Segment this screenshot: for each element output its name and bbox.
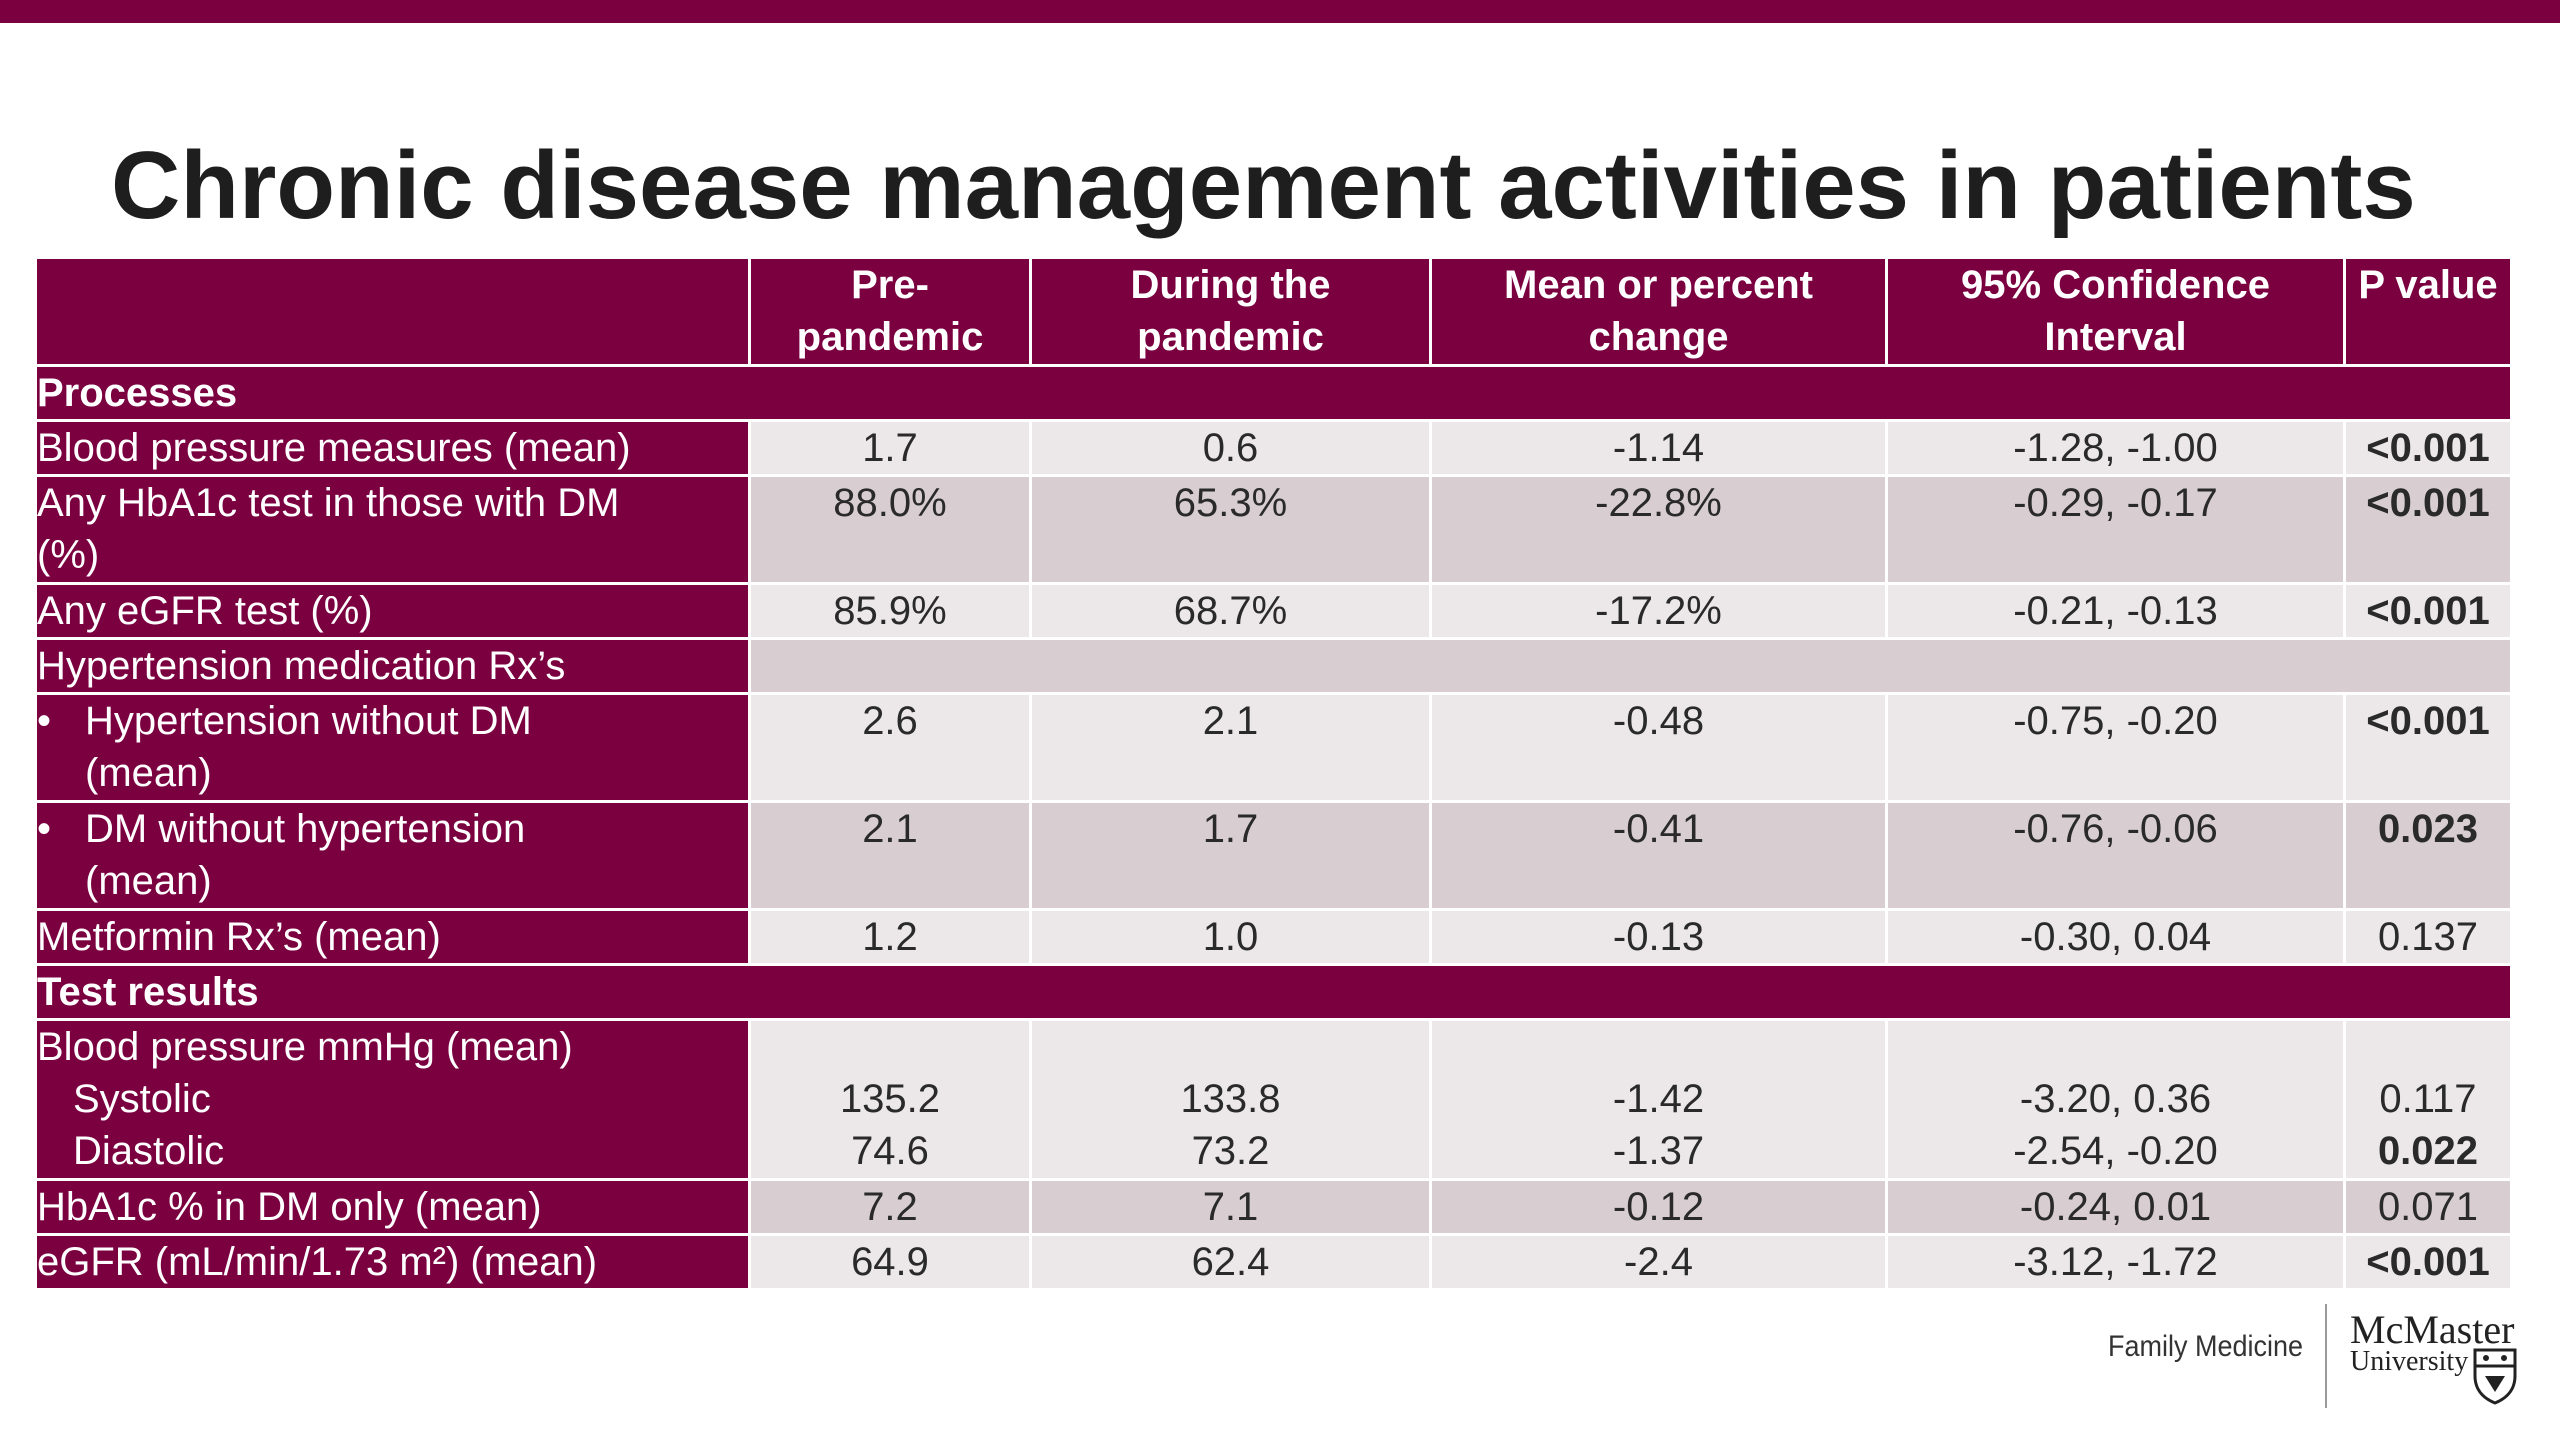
cell-change: -17.2%	[1429, 582, 1888, 640]
footer-logo: Family Medicine McMaster University	[2100, 1300, 2530, 1410]
header-blank-cell	[34, 256, 751, 367]
cell-pre: 2.1	[748, 800, 1032, 911]
table-row: eGFR (mL/min/1.73 m²) (mean) 64.9 62.4 -…	[34, 1233, 2513, 1291]
university-name: McMaster	[2350, 1307, 2515, 1352]
cell-change: -0.12	[1429, 1178, 1888, 1236]
cell-pre: 1.2	[748, 908, 1032, 966]
cell-ci: -3.20, 0.36 -2.54, -0.20	[1885, 1018, 2346, 1181]
cell-pre: 85.9%	[748, 582, 1032, 640]
cell-p: 0.023	[2343, 800, 2513, 911]
row-label: eGFR (mL/min/1.73 m²) (mean)	[34, 1233, 751, 1291]
row-label: • Hypertension without DM (mean)	[34, 692, 751, 803]
header-p-value: P value	[2343, 256, 2513, 367]
empty-value-cell	[748, 637, 2513, 695]
cell-during: 133.8 73.2	[1029, 1018, 1432, 1181]
table-row: Any HbA1c test in those with DM (%) 88.0%…	[34, 474, 2513, 585]
table-row: Metformin Rx’s (mean) 1.2 1.0 -0.13 -0.3…	[34, 908, 2513, 966]
cell-change: -0.48	[1429, 692, 1888, 803]
section-row-test-results: Test results	[34, 963, 2513, 1021]
table-row: Blood pressure measures (mean) 1.7 0.6 -…	[34, 419, 2513, 477]
cell-during: 68.7%	[1029, 582, 1432, 640]
row-label: Blood pressure mmHg (mean) Systolic Dias…	[34, 1018, 751, 1181]
bullet-icon: •	[37, 699, 52, 743]
cell-ci: -1.28, -1.00	[1885, 419, 2346, 477]
cell-during: 7.1	[1029, 1178, 1432, 1236]
cell-p: <0.001	[2343, 692, 2513, 803]
header-during-pandemic: During the pandemic	[1029, 256, 1432, 367]
header-confidence-interval: 95% Confidence Interval	[1885, 256, 2346, 367]
cell-during: 62.4	[1029, 1233, 1432, 1291]
cell-p: <0.001	[2343, 419, 2513, 477]
row-label: Blood pressure measures (mean)	[34, 419, 751, 477]
cell-p: 0.137	[2343, 908, 2513, 966]
cell-pre: 2.6	[748, 692, 1032, 803]
cell-pre: 64.9	[748, 1233, 1032, 1291]
cell-change: -22.8%	[1429, 474, 1888, 585]
cell-change: -1.14	[1429, 419, 1888, 477]
university-word: University	[2350, 1346, 2469, 1377]
cell-p: 0.117 0.022	[2343, 1018, 2513, 1181]
cell-change: -0.41	[1429, 800, 1888, 911]
cell-pre: 7.2	[748, 1178, 1032, 1236]
row-label: Metformin Rx’s (mean)	[34, 908, 751, 966]
cell-during: 1.7	[1029, 800, 1432, 911]
cell-ci: -0.75, -0.20	[1885, 692, 2346, 803]
cell-p: <0.001	[2343, 1233, 2513, 1291]
section-label: Test results	[34, 963, 2513, 1021]
cell-ci: -3.12, -1.72	[1885, 1233, 2346, 1291]
cell-pre: 135.2 74.6	[748, 1018, 1032, 1181]
table-row: Blood pressure mmHg (mean) Systolic Dias…	[34, 1018, 2513, 1181]
table-header-row: Pre-pandemic During the pandemic Mean or …	[34, 256, 2513, 367]
cell-ci: -0.29, -0.17	[1885, 474, 2346, 585]
cell-p: <0.001	[2343, 474, 2513, 585]
cell-change: -2.4	[1429, 1233, 1888, 1291]
table-row: HbA1c % in DM only (mean) 7.2 7.1 -0.12 …	[34, 1178, 2513, 1236]
cell-ci: -0.30, 0.04	[1885, 908, 2346, 966]
cell-ci: -0.24, 0.01	[1885, 1178, 2346, 1236]
cell-ci: -0.76, -0.06	[1885, 800, 2346, 911]
cell-during: 0.6	[1029, 419, 1432, 477]
header-change: Mean or percent change	[1429, 256, 1888, 367]
cell-during: 2.1	[1029, 692, 1432, 803]
cell-ci: -0.21, -0.13	[1885, 582, 2346, 640]
cell-pre: 1.7	[748, 419, 1032, 477]
cell-during: 65.3%	[1029, 474, 1432, 585]
cell-during: 1.0	[1029, 908, 1432, 966]
table-row: • Hypertension without DM (mean) 2.6 2.1 -…	[34, 692, 2513, 803]
cell-change: -1.42 -1.37	[1429, 1018, 1888, 1181]
cell-pre: 88.0%	[748, 474, 1032, 585]
top-accent-bar	[0, 0, 2560, 23]
cell-p: <0.001	[2343, 582, 2513, 640]
section-row-processes: Processes	[34, 364, 2513, 422]
sub-label: Systolic	[73, 1077, 211, 1121]
section-label: Processes	[34, 364, 2513, 422]
cell-p: 0.071	[2343, 1178, 2513, 1236]
row-label: HbA1c % in DM only (mean)	[34, 1178, 751, 1236]
results-table: Pre-pandemic During the pandemic Mean or …	[34, 256, 2513, 1291]
cell-change: -0.13	[1429, 908, 1888, 966]
sub-label: Diastolic	[73, 1129, 225, 1173]
bullet-icon: •	[37, 807, 52, 851]
row-label: Any eGFR test (%)	[34, 582, 751, 640]
table-row: Hypertension medication Rx’s	[34, 637, 2513, 695]
table-row: Any eGFR test (%) 85.9% 68.7% -17.2% -0.…	[34, 582, 2513, 640]
logo-divider	[2325, 1304, 2327, 1408]
slide-title: Chronic disease management activities in…	[111, 132, 2416, 239]
table-row: • DM without hypertension (mean) 2.1 1.7 -…	[34, 800, 2513, 911]
row-label: Hypertension medication Rx’s	[34, 637, 751, 695]
row-label: • DM without hypertension (mean)	[34, 800, 751, 911]
shield-crest-icon	[2473, 1348, 2517, 1405]
department-name: Family Medicine	[2108, 1330, 2304, 1363]
header-pre-pandemic: Pre-pandemic	[748, 256, 1032, 367]
row-label: Any HbA1c test in those with DM (%)	[34, 474, 751, 585]
